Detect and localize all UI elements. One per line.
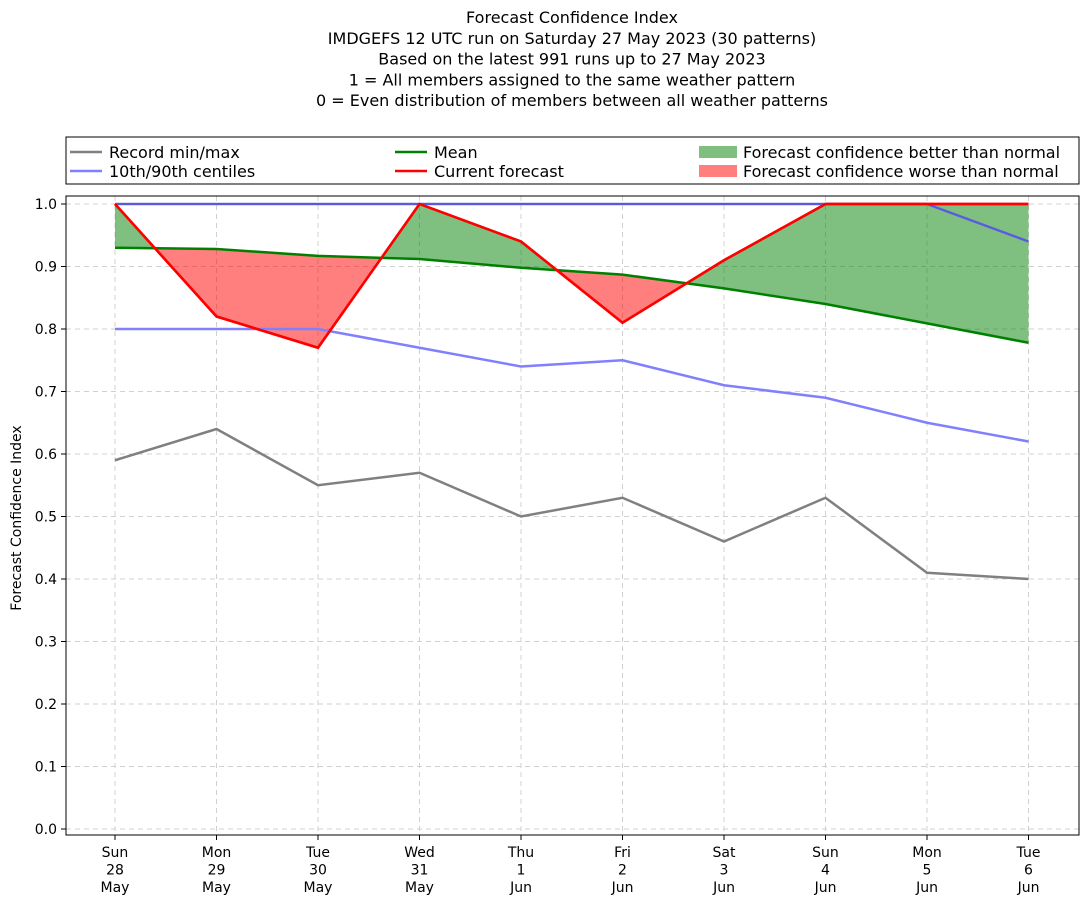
- fill-better-than-normal: [825, 204, 927, 324]
- legend-item-forecast-confidence-worse-than-normal: Forecast confidence worse than normal: [699, 162, 1059, 181]
- title-line-2: Based on the latest 991 runs up to 27 Ma…: [378, 50, 765, 69]
- legend-label: Forecast confidence worse than normal: [743, 162, 1059, 181]
- legend-label: Current forecast: [434, 162, 564, 181]
- line-current-forecast-top: [114, 202, 1029, 350]
- x-tick-label: Tue 6 Jun: [1016, 845, 1041, 896]
- series-lines: [114, 202, 1029, 581]
- x-tick-label: Sun 28 May: [101, 845, 130, 896]
- fill-worse-than-normal: [622, 274, 687, 323]
- legend-swatch: [699, 165, 737, 177]
- x-tick-label: Thu 1 Jun: [507, 845, 534, 896]
- title-line-4: 0 = Even distribution of members between…: [316, 91, 828, 110]
- grid: [66, 196, 1079, 835]
- line-record-min-max: [114, 427, 1029, 581]
- legend-label: Record min/max: [109, 143, 240, 162]
- legend-item-forecast-confidence-better-than-normal: Forecast confidence better than normal: [699, 143, 1060, 162]
- x-tick-label: Fri 2 Jun: [611, 845, 634, 896]
- legend-box: [65, 136, 1080, 185]
- y-tick-label: 0.6: [35, 447, 57, 463]
- legend-item-mean: Mean: [395, 143, 478, 162]
- title-line-0: Forecast Confidence Index: [466, 8, 678, 27]
- y-tick-label: 1.0: [35, 197, 57, 213]
- y-tick-label: 0.0: [35, 822, 57, 838]
- legend-item-record-min-max: Record min/max: [70, 143, 240, 162]
- legend-swatch: [699, 146, 737, 158]
- x-tick-label: Mon 29 May: [202, 845, 232, 896]
- x-tick-label: Tue 30 May: [304, 845, 333, 896]
- x-tick-label: Sun 4 Jun: [812, 845, 839, 896]
- y-tick-label: 0.4: [35, 572, 57, 588]
- y-tick-label: 0.8: [35, 322, 57, 338]
- x-tick-label: Wed 31 May: [404, 845, 435, 896]
- axes: 0.0 0.1 0.2 0.3 0.4 0.5 0.6 0.7 0.8 0.9 1.0 Sun 28 Ma…: [35, 195, 1080, 896]
- y-tick-label: 0.9: [35, 260, 57, 276]
- title-line-1: IMDGEFS 12 UTC run on Saturday 27 May 20…: [328, 29, 816, 48]
- line-10th-90th-centiles: [115, 327, 1029, 443]
- plot-frame: [65, 195, 1080, 836]
- x-tick-label: Sat 3 Jun: [712, 845, 736, 896]
- y-tick-label: 0.1: [35, 760, 57, 776]
- fill-better-than-normal: [724, 204, 826, 304]
- y-axis-label: Forecast Confidence Index: [9, 425, 25, 610]
- legend-label: Forecast confidence better than normal: [743, 143, 1060, 162]
- fill-better-than-normal: [927, 204, 1029, 343]
- fill-better-than-normal: [419, 204, 521, 268]
- y-tick-label: 0.7: [35, 385, 57, 401]
- title-line-3: 1 = All members assigned to the same wea…: [349, 70, 796, 89]
- y-tick-label: 0.2: [35, 697, 57, 713]
- legend-label: Mean: [434, 143, 478, 162]
- chart-title: Forecast Confidence Index IMDGEFS 12 UTC …: [316, 8, 828, 110]
- y-tick-label: 0.5: [35, 510, 57, 526]
- legend-item-10th-90th-centiles: 10th/90th centiles: [70, 162, 255, 181]
- y-tick-label: 0.3: [35, 635, 57, 651]
- x-tick-label: Mon 5 Jun: [912, 845, 942, 896]
- legend-label: 10th/90th centiles: [109, 162, 255, 181]
- line-mean: [114, 246, 1029, 344]
- legend-item-current-forecast: Current forecast: [395, 162, 564, 181]
